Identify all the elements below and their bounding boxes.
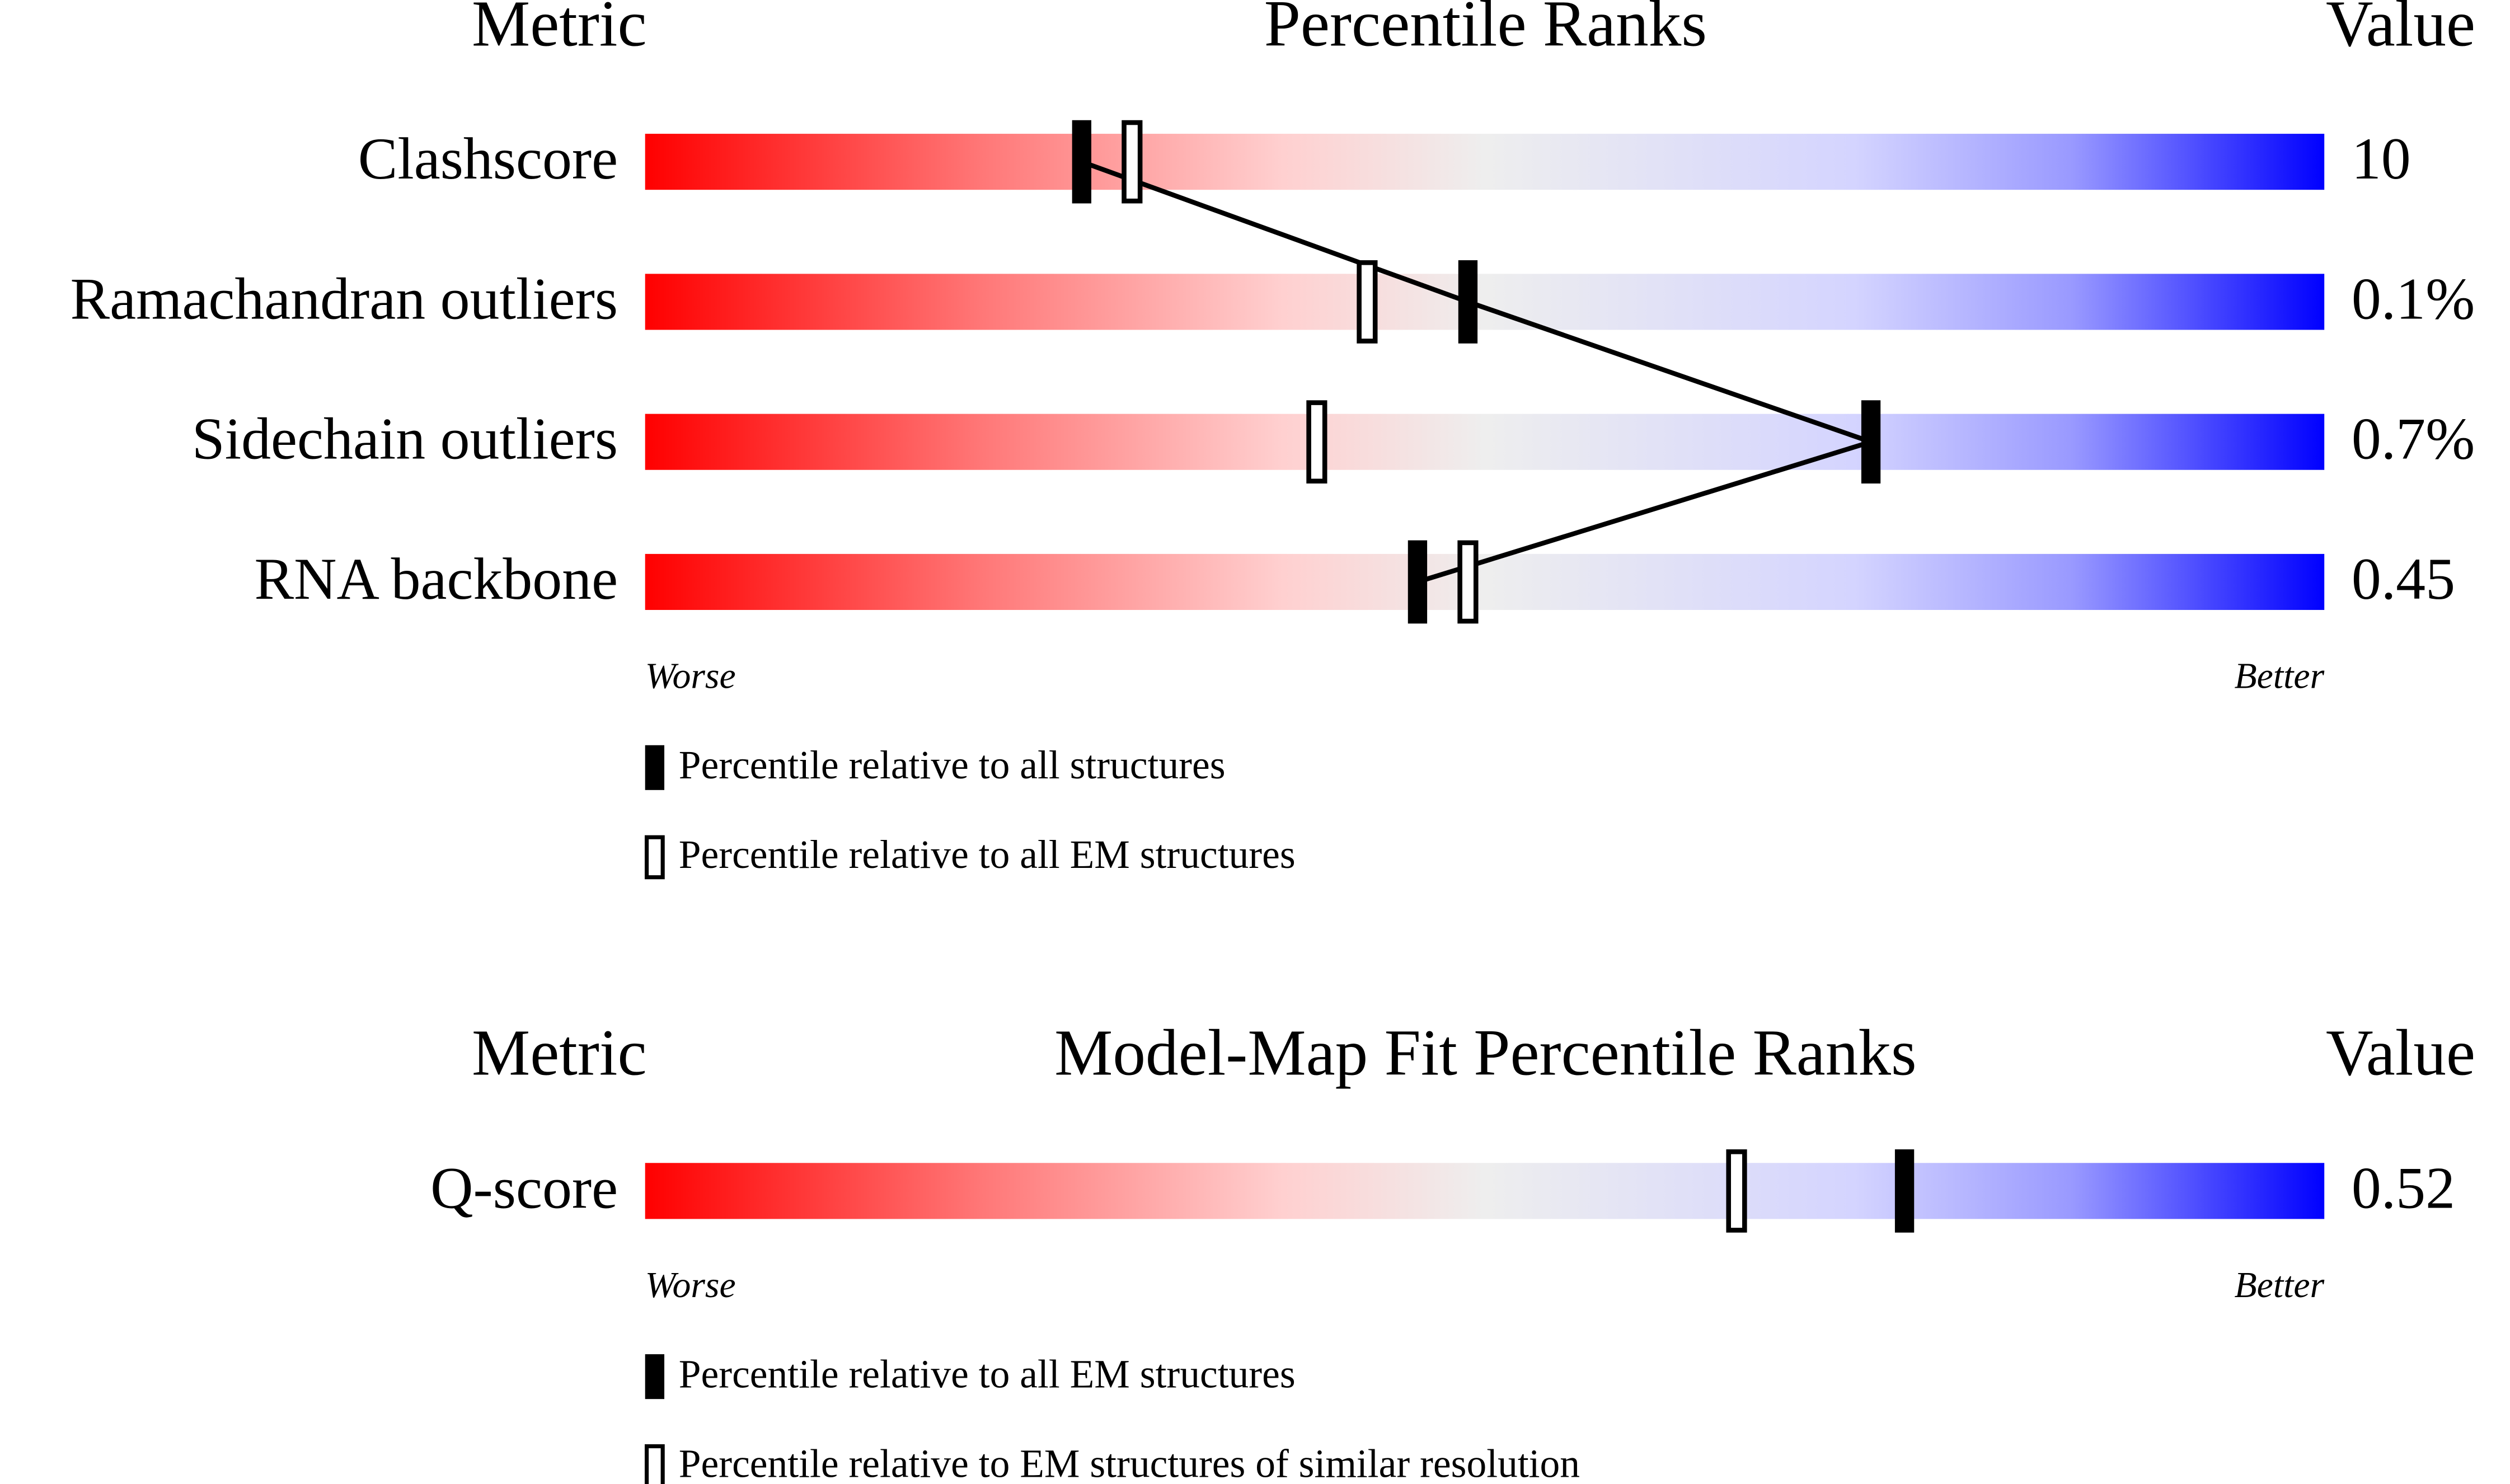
percentile-marker [1408, 540, 1428, 624]
metric-label: Q-score [430, 1155, 618, 1220]
better-label: Better [2234, 1265, 2324, 1305]
legend-label: Percentile relative to EM structures of … [679, 1442, 1580, 1484]
percentile-marker [1726, 1149, 1747, 1233]
slider-bar [645, 134, 2325, 190]
legend-label: Percentile relative to all structures [679, 743, 1226, 787]
connector-line [1081, 159, 1879, 585]
slider-bar [645, 274, 2325, 330]
metric-value: 0.45 [2352, 546, 2455, 612]
percentile-marker [1861, 400, 1881, 484]
metric-header: Metric [472, 0, 647, 60]
metric-label: RNA backbone [255, 546, 618, 612]
chart-title: Model-Map Fit Percentile Ranks [1054, 1017, 1917, 1089]
chart-title: Percentile Ranks [1264, 0, 1707, 60]
percentile-marker [1894, 1149, 1915, 1233]
legend-marker [645, 1354, 665, 1400]
metric-header: Metric [472, 1017, 647, 1089]
value-header: Value [2326, 1017, 2475, 1089]
legend-marker [644, 1444, 665, 1484]
percentile-marker [1458, 260, 1478, 344]
slider-bar [645, 414, 2325, 470]
worse-label: Worse [645, 1265, 736, 1305]
metric-value: 0.52 [2352, 1155, 2455, 1220]
metric-label: Sidechain outliers [192, 406, 618, 472]
worse-label: Worse [645, 656, 736, 697]
percentile-marker [1306, 400, 1327, 484]
metric-value: 0.1% [2352, 266, 2475, 331]
metric-value: 0.7% [2352, 406, 2475, 472]
legend-marker [645, 745, 665, 790]
percentile-marker [1457, 540, 1479, 624]
percentile-marker [1072, 120, 1092, 204]
legend-label: Percentile relative to all EM structures [679, 1352, 1296, 1396]
slider-bar [645, 1163, 2325, 1219]
percentile-marker [1122, 120, 1143, 204]
legend-marker [644, 835, 665, 880]
better-label: Better [2234, 656, 2324, 697]
metric-label: Ramachandran outliers [71, 266, 618, 331]
value-header: Value [2326, 0, 2475, 60]
legend-label: Percentile relative to all EM structures [679, 833, 1296, 877]
percentile-marker [1357, 260, 1378, 344]
metric-value: 10 [2352, 126, 2411, 191]
metric-label: Clashscore [358, 126, 618, 191]
